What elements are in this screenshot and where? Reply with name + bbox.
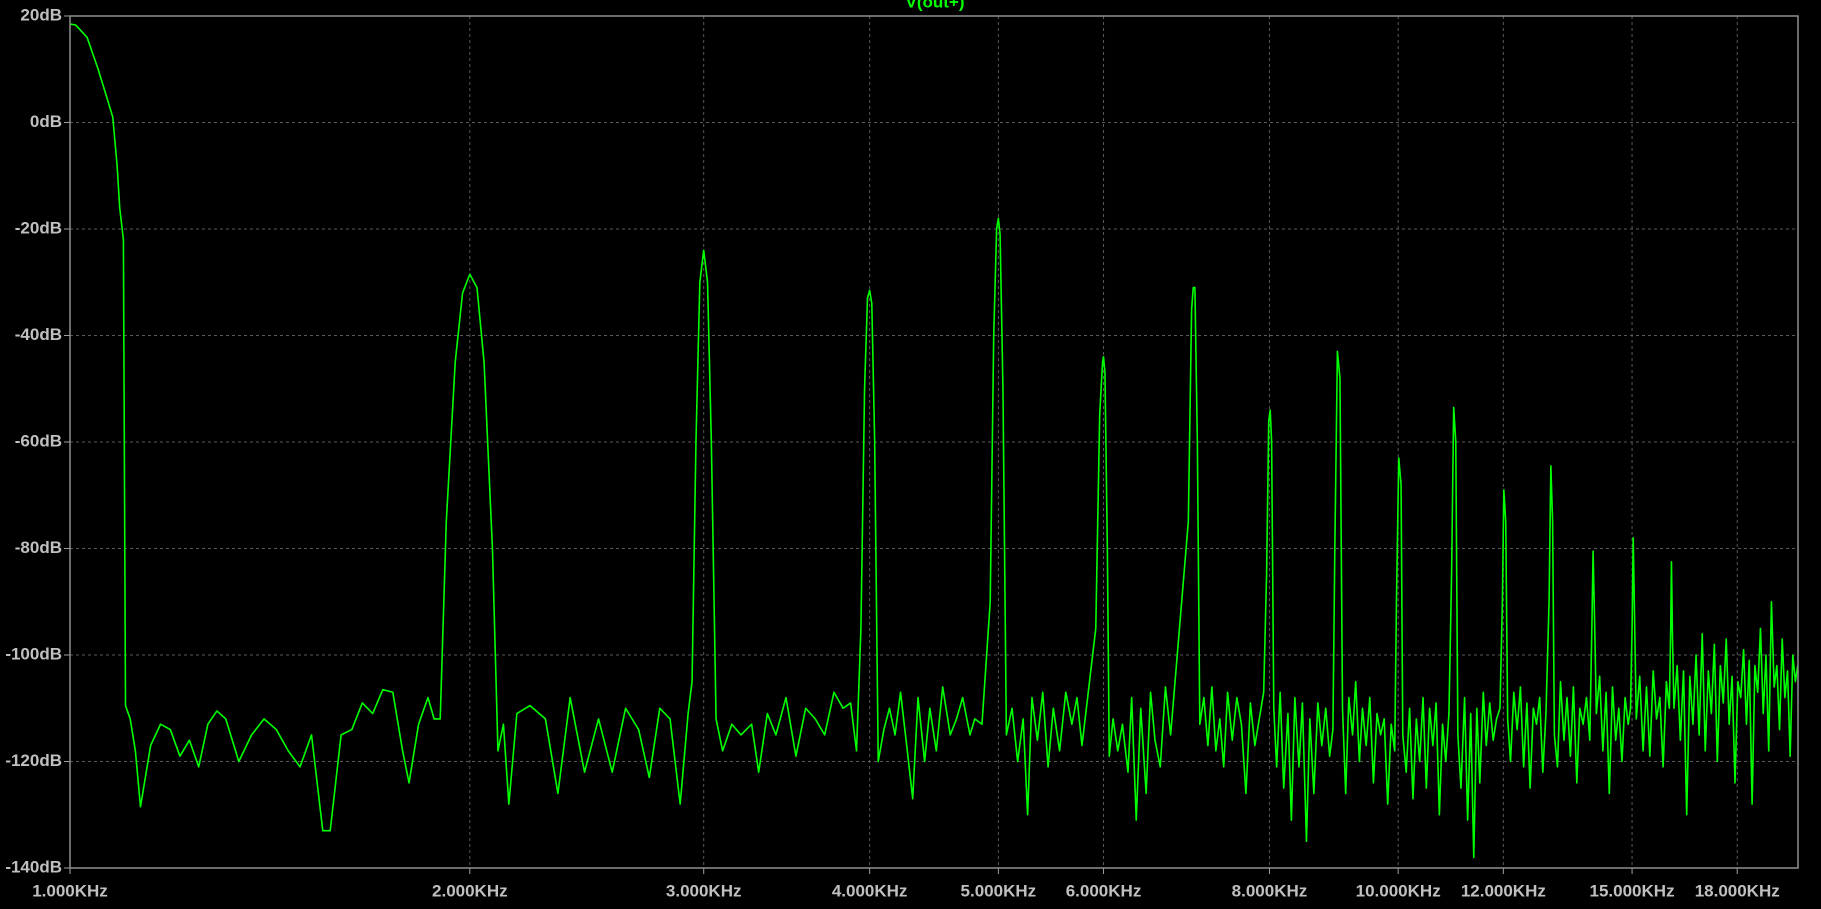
y-tick-label: -40dB <box>15 325 62 344</box>
x-tick-label: 18.000KHz <box>1695 881 1780 900</box>
y-tick-label: -20dB <box>15 218 62 237</box>
plot-frame <box>69 15 1799 869</box>
x-tick-label: 2.000KHz <box>432 881 508 900</box>
x-tick-label: 1.000KHz <box>32 881 108 900</box>
x-tick-label: 8.000KHz <box>1232 881 1308 900</box>
x-tick-label: 10.000KHz <box>1356 881 1441 900</box>
y-tick-label: -60dB <box>15 431 62 450</box>
x-tick-label: 6.000KHz <box>1066 881 1142 900</box>
y-tick-label: -140dB <box>5 857 62 876</box>
y-tick-label: -80dB <box>15 538 62 557</box>
y-tick-label: -100dB <box>5 644 62 663</box>
y-tick-label: -120dB <box>5 751 62 770</box>
y-tick-label: 20dB <box>20 5 62 24</box>
trace-label: V(out+) <box>905 0 964 11</box>
x-tick-label: 12.000KHz <box>1461 881 1546 900</box>
y-tick-label: 0dB <box>30 112 62 131</box>
x-tick-label: 5.000KHz <box>961 881 1037 900</box>
grid <box>64 15 1798 874</box>
trace-line <box>69 23 1799 859</box>
x-tick-label: 15.000KHz <box>1590 881 1675 900</box>
plot-area <box>69 23 1799 859</box>
x-tick-label: 3.000KHz <box>666 881 742 900</box>
x-tick-label: 4.000KHz <box>832 881 908 900</box>
